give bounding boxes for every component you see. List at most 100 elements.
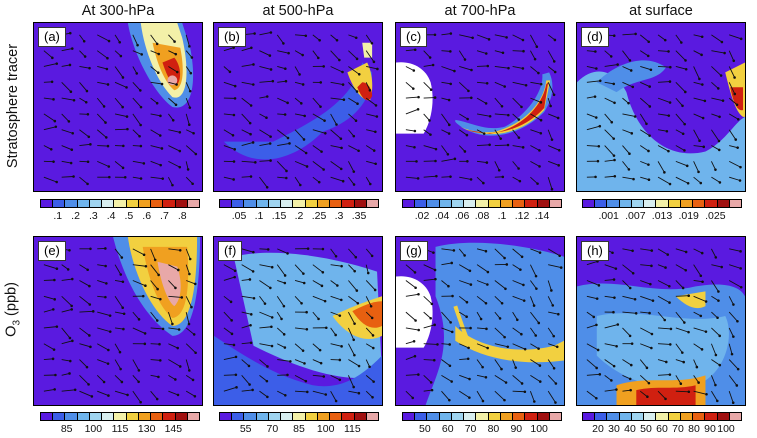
wind-vector xyxy=(423,64,434,67)
wind-vector-head xyxy=(353,269,356,273)
wind-vector xyxy=(312,311,319,320)
wind-vector xyxy=(459,264,471,272)
wind-vector-head xyxy=(158,342,161,346)
wind-vector xyxy=(405,176,419,179)
wind-vector-head xyxy=(352,183,356,186)
wind-vector xyxy=(277,142,290,146)
wind-vector-head xyxy=(522,299,526,302)
wind-vector xyxy=(657,113,669,117)
wind-vector xyxy=(330,129,342,140)
wind-vector xyxy=(586,96,596,99)
wind-vector xyxy=(312,295,326,302)
wind-vector-head xyxy=(324,393,328,396)
wind-vector-head xyxy=(627,101,630,105)
wind-vector-head xyxy=(414,286,417,290)
colorbar-tick-label: 100 xyxy=(316,423,335,435)
wind-vector xyxy=(114,161,124,169)
row-title-tail: (ppb) xyxy=(3,282,20,320)
wind-vector-head xyxy=(269,31,273,34)
wind-vector xyxy=(185,50,193,58)
wind-vector-head xyxy=(630,132,634,135)
wind-vector-head xyxy=(416,108,420,111)
wind-vector-head xyxy=(615,344,618,348)
colorbar-tick-label: 90 xyxy=(510,423,523,435)
wind-vector xyxy=(294,113,305,117)
wind-vector xyxy=(604,81,614,85)
wind-vector-head xyxy=(55,325,59,328)
wind-vector xyxy=(185,113,190,125)
wind-vector xyxy=(405,81,414,89)
wind-vector xyxy=(459,113,468,120)
wind-vector xyxy=(657,248,668,255)
wind-vector-head xyxy=(108,314,112,317)
wind-vector-head xyxy=(84,100,88,104)
wind-vector-head xyxy=(414,319,417,322)
wind-vector xyxy=(657,295,670,303)
wind-vector-head xyxy=(612,310,615,314)
wind-vector-head xyxy=(432,251,435,254)
wind-vector-head xyxy=(372,149,376,152)
wind-vector xyxy=(79,143,91,146)
wind-vector xyxy=(728,82,736,95)
wind-vector xyxy=(639,97,651,107)
wind-vector-head xyxy=(49,148,53,151)
wind-vector-head xyxy=(187,322,191,326)
wind-vector-head xyxy=(687,390,691,394)
wind-vector xyxy=(728,113,739,120)
wind-vector xyxy=(168,295,182,298)
wind-vector xyxy=(61,129,73,134)
wind-vector xyxy=(675,50,686,61)
wind-vector xyxy=(441,343,450,345)
wind-vector xyxy=(241,342,252,345)
wind-vector xyxy=(405,49,416,52)
wind-vector-head xyxy=(68,336,72,340)
wind-vector-head xyxy=(613,296,616,299)
wind-vector xyxy=(586,113,597,118)
wind-vector xyxy=(640,160,649,166)
wind-vector xyxy=(168,280,176,289)
wind-vector-head xyxy=(717,299,720,302)
wind-vector-head xyxy=(104,121,107,124)
wind-vector xyxy=(61,295,72,307)
wind-vector-head xyxy=(232,343,236,347)
wind-vector xyxy=(512,295,525,302)
wind-vector xyxy=(330,327,337,336)
wind-vector-head xyxy=(592,315,596,319)
wind-vector xyxy=(441,129,450,134)
wind-vector xyxy=(132,375,139,383)
wind-vector xyxy=(150,390,158,400)
wind-vector xyxy=(223,47,234,52)
wind-vector-head xyxy=(449,50,452,53)
wind-vector-head xyxy=(551,304,555,307)
wind-vector xyxy=(657,280,670,287)
wind-vector xyxy=(132,160,144,164)
wind-vector xyxy=(604,324,618,329)
wind-vector-head xyxy=(174,378,177,381)
wind-vector xyxy=(405,108,419,115)
wind-vector-head xyxy=(334,254,338,258)
colorbar-swatch xyxy=(464,413,477,420)
wind-vector xyxy=(405,280,416,289)
wind-vector xyxy=(604,295,615,299)
wind-vector-head xyxy=(535,287,538,290)
wind-vector-head xyxy=(679,382,683,385)
wind-vector xyxy=(114,34,121,43)
wind-vector-head xyxy=(428,56,432,59)
wind-vector-head xyxy=(86,182,89,186)
wind-vector-head xyxy=(681,104,684,108)
wind-vector xyxy=(79,82,88,92)
colorbar-tick-label: 145 xyxy=(164,423,183,435)
wind-vector xyxy=(114,50,122,57)
wind-vector-head xyxy=(289,360,292,363)
wind-vector xyxy=(347,327,355,340)
wind-vector xyxy=(459,176,472,180)
wind-vector-head xyxy=(735,384,739,387)
wind-vector-head xyxy=(738,179,742,182)
wind-vector-head xyxy=(682,360,685,364)
wind-vector xyxy=(168,343,178,349)
colorbar-tick-label: .1 xyxy=(254,210,264,222)
wind-vector-head xyxy=(433,33,437,37)
wind-vector-head xyxy=(413,354,417,358)
wind-vector xyxy=(223,343,235,346)
wind-vector-head xyxy=(357,391,361,395)
